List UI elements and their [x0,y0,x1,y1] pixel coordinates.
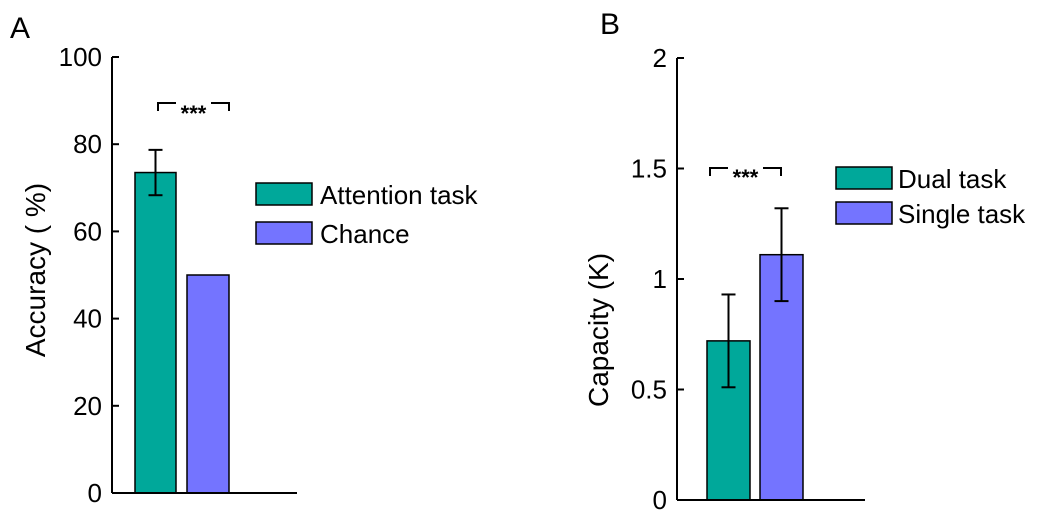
y-tick-label-a-0: 0 [88,478,102,508]
error-bars-b [721,207,789,389]
significance-b: *** [709,165,782,190]
y-tick-label-a-2: 40 [73,304,102,334]
y-tick-label-a-1: 20 [73,391,102,421]
y-ticks-b: 0 0.5 1 1.5 2 [631,43,684,514]
y-tick-label-a-4: 80 [73,129,102,159]
panel-label-b: B [600,8,620,41]
bars-b [706,253,804,501]
y-tick-label-b-1: 0.5 [631,375,667,405]
y-tick-label-b-0: 0 [653,485,667,514]
panel-label-a: A [10,12,30,45]
significance-bracket-b [709,167,782,176]
panel-a: A Accuracy ( %) 0 20 40 60 80 100 *** Attenti… [10,12,479,508]
significance-label-b: *** [733,165,759,190]
y-axis-label-a: Accuracy ( %) [20,183,51,357]
legend-label-a-0: Attention task [320,180,479,210]
bar-a-0 [134,171,177,494]
y-tick-label-b-4: 2 [653,43,667,73]
y-tick-label-b-3: 1.5 [631,154,667,184]
bars-a [134,171,230,494]
legend-label-b-0: Dual task [898,164,1007,194]
legend-b: Dual task Single task [835,164,1026,229]
legend-swatch-a-1 [255,221,313,245]
y-tick-label-b-2: 1 [653,264,667,294]
y-axis-label-b: Capacity (K) [583,253,614,407]
significance-a: *** [157,101,230,126]
legend-label-a-1: Chance [320,219,410,249]
y-tick-label-a-5: 100 [59,42,102,72]
y-tick-label-a-3: 60 [73,216,102,246]
legend-a: Attention task Chance [255,180,479,249]
legend-swatch-a-0 [255,182,313,206]
legend-label-b-1: Single task [898,199,1026,229]
error-bars-a [148,148,163,197]
panel-b: B Capacity (K) 0 0.5 1 1.5 2 *** Dual task Si… [583,8,1026,514]
significance-bracket-a [157,102,230,111]
legend-swatch-b-1 [835,201,893,225]
y-ticks-a: 0 20 40 60 80 100 [59,42,119,508]
bar-a-1 [186,274,230,494]
significance-label-a: *** [181,101,207,126]
legend-swatch-b-0 [835,166,893,190]
